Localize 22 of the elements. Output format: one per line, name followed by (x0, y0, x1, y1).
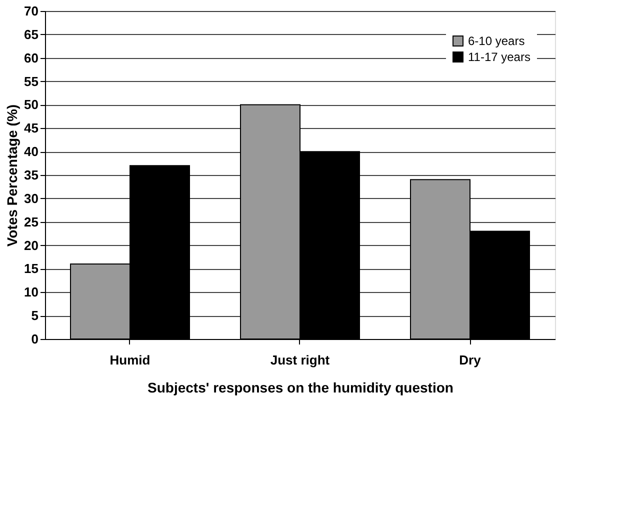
y-axis-title: Votes Percentage (%) (4, 104, 20, 247)
y-tick-label: 20 (24, 238, 38, 253)
legend-label: 6-10 years (468, 34, 525, 48)
y-tick-label: 40 (24, 144, 38, 160)
x-tick-label: Dry (459, 352, 482, 368)
y-tick-label: 25 (24, 214, 38, 230)
y-tick-label: 0 (31, 332, 38, 346)
x-tick-label: Just right (270, 352, 330, 368)
y-tick-label: 45 (24, 120, 38, 136)
y-tick-label: 65 (24, 26, 38, 42)
y-tick-label: 15 (24, 261, 38, 276)
y-tick-label: 5 (31, 308, 38, 324)
y-tick-label: 35 (24, 168, 38, 182)
y-tick-label: 70 (24, 4, 38, 18)
y-tick-label: 10 (24, 284, 38, 300)
y-tick-label: 60 (24, 50, 38, 66)
x-tick-label: Humid (110, 352, 150, 368)
y-tick-label: 30 (24, 190, 38, 206)
y-tick-label: 50 (24, 97, 38, 112)
legend-label: 11-17 years (468, 50, 530, 64)
y-tick-label: 55 (24, 74, 38, 89)
x-axis-title: Subjects' responses on the humidity question (148, 380, 454, 396)
